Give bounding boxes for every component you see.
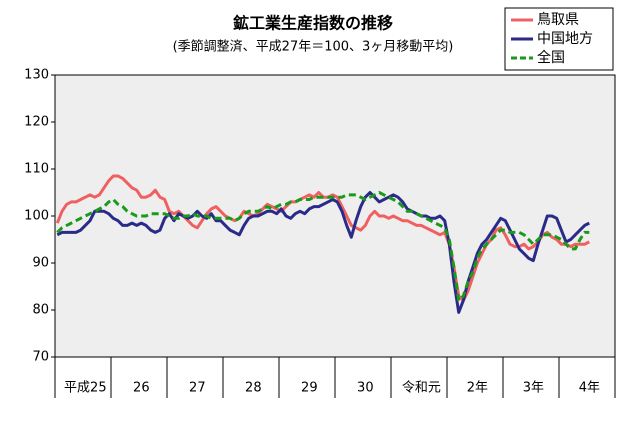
plot-area: [54, 74, 616, 358]
y-tick-label: 100: [24, 209, 49, 224]
legend-label: 中国地方: [537, 31, 593, 47]
chart-subtitle: (季節調整済、平成27年＝100、3ヶ月移動平均): [173, 39, 454, 55]
y-tick-label: 70: [32, 350, 49, 365]
x-tick-label: 平成25: [64, 381, 107, 396]
y-tick-label: 130: [24, 68, 49, 83]
x-tick-label: 26: [133, 381, 150, 396]
x-tick-label: 28: [245, 381, 262, 396]
x-tick-label: 4年: [579, 381, 600, 396]
y-tick-label: 120: [24, 115, 49, 130]
legend-label: 鳥取県: [537, 12, 579, 28]
y-tick-label: 110: [24, 162, 49, 177]
x-tick-label: 30: [357, 381, 374, 396]
series-line: [56, 191, 590, 314]
x-tick-label: 令和元: [402, 381, 441, 396]
chart-title: 鉱工業生産指数の推移: [233, 14, 393, 33]
x-tick-label: 29: [301, 381, 318, 396]
y-tick-label: 90: [32, 256, 49, 271]
x-tick-label: 3年: [523, 381, 544, 396]
y-tick-label: 80: [32, 303, 49, 318]
series-line: [56, 191, 590, 303]
legend-label: 全国: [537, 49, 565, 66]
x-tick-label: 27: [189, 381, 206, 396]
x-tick-label: 2年: [467, 381, 488, 396]
